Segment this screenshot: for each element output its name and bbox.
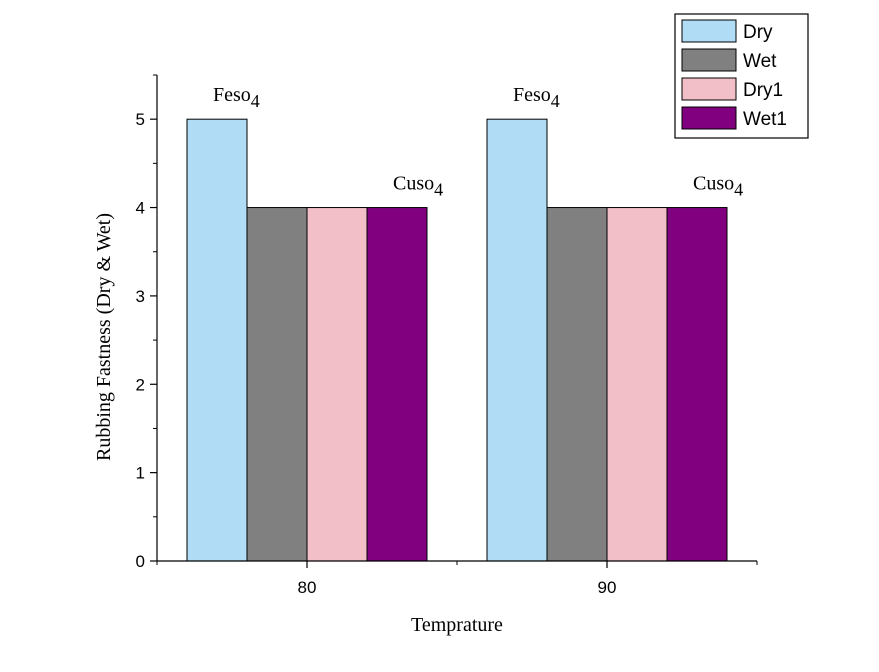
- bar-wet1-80: [366, 207, 428, 562]
- legend-label-dry1: Dry1: [743, 80, 783, 101]
- bar-dry1-90: [606, 207, 668, 562]
- annotation-label: Feso4: [213, 84, 260, 111]
- labels-layer: Feso4 Cuso4 Feso4 Cuso4: [213, 84, 743, 199]
- x-axis-title: Temprature: [411, 614, 503, 636]
- y-tick-label: 3: [136, 287, 145, 306]
- bar-wet1-90: [666, 207, 728, 562]
- bar-dry1-80: [306, 207, 368, 562]
- legend-swatch-wet1: [681, 106, 737, 130]
- legend: Dry Wet Dry1 Wet1: [674, 13, 809, 139]
- legend-swatch-dry1: [681, 77, 737, 101]
- x-tick-label: 80: [298, 578, 317, 597]
- bars-layer: [186, 118, 728, 562]
- annotation-label: Cuso4: [393, 173, 443, 200]
- y-tick-label: 1: [136, 464, 145, 483]
- bar-dry-90: [486, 118, 548, 562]
- x-tick-label: 90: [598, 578, 617, 597]
- y-tick-label: 0: [136, 552, 145, 571]
- legend-label-wet1: Wet1: [743, 109, 787, 130]
- axes-layer: 0 1 2 3 4 5 80 90: [136, 74, 758, 597]
- bar-wet-80: [246, 207, 308, 562]
- bar-wet-90: [546, 207, 608, 562]
- legend-label-dry: Dry: [743, 22, 773, 43]
- y-tick-label: 5: [136, 110, 145, 129]
- bar-dry-80: [186, 118, 248, 562]
- y-tick-label: 4: [136, 199, 145, 218]
- legend-swatch-dry: [681, 19, 737, 43]
- legend-label-wet: Wet: [743, 51, 777, 72]
- y-tick-label: 2: [136, 375, 145, 394]
- y-axis-title: Rubbing Fastness (Dry & Wet): [93, 213, 115, 461]
- annotation-label: Feso4: [513, 84, 560, 111]
- annotation-label: Cuso4: [693, 173, 743, 200]
- legend-swatch-wet: [681, 48, 737, 72]
